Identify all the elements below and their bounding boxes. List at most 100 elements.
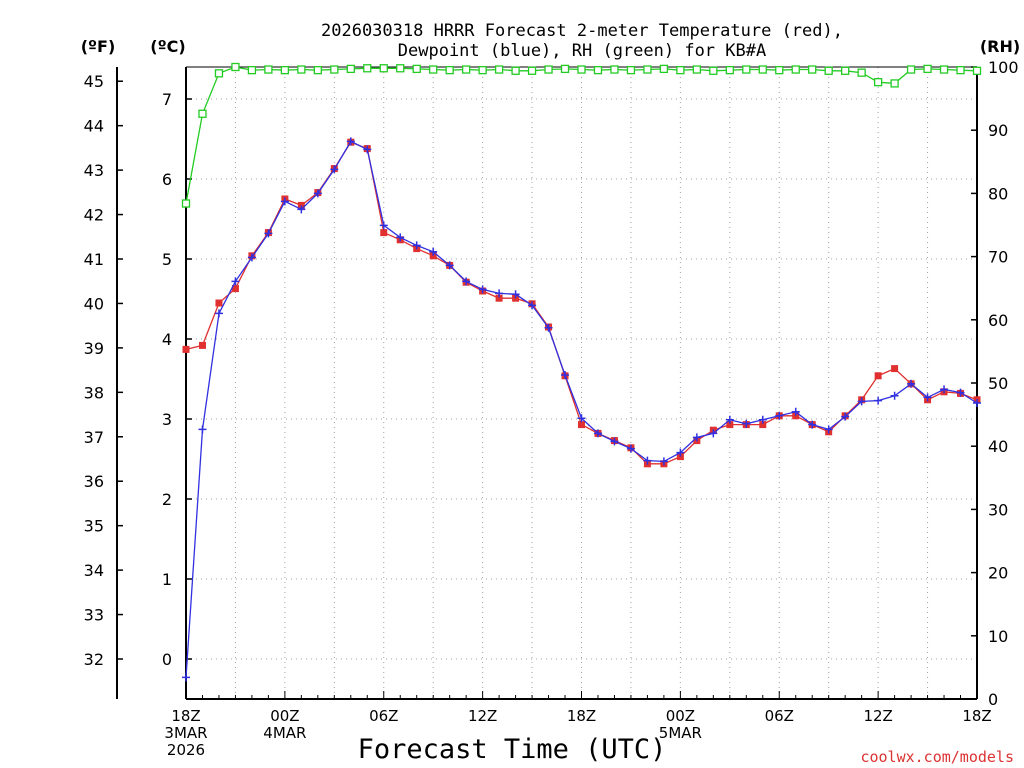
time-tick-label: 18Z bbox=[171, 707, 200, 725]
temperature-point bbox=[578, 421, 585, 429]
time-tick-label: 06Z bbox=[369, 707, 398, 725]
rh-point bbox=[758, 65, 767, 74]
rh-tick-label: 80 bbox=[988, 184, 1008, 203]
dewpoint-point bbox=[412, 241, 421, 250]
dewpoint-point bbox=[379, 221, 388, 230]
dewpoint-point bbox=[231, 277, 240, 286]
dewpoint-point bbox=[478, 285, 487, 294]
dewpoint-point bbox=[758, 415, 767, 424]
time-tick-label: 4MAR bbox=[263, 724, 306, 742]
rh-point bbox=[396, 64, 405, 73]
dewpoint-point bbox=[198, 425, 207, 434]
fahrenheit-tick-label: 40 bbox=[84, 294, 104, 313]
dewpoint-point bbox=[940, 385, 949, 394]
rh-point bbox=[824, 66, 833, 75]
rh-point bbox=[643, 65, 652, 74]
temperature-point bbox=[215, 299, 223, 307]
fahrenheit-tick-label: 33 bbox=[84, 606, 104, 625]
time-tick-label: 12Z bbox=[863, 707, 892, 725]
rh-point bbox=[808, 65, 817, 74]
temperature-point bbox=[380, 229, 388, 237]
gridlines bbox=[186, 67, 977, 699]
rh-point bbox=[593, 66, 603, 75]
rh-point bbox=[330, 65, 339, 74]
dewpoint-point bbox=[841, 412, 850, 421]
dewpoint-point bbox=[462, 277, 471, 286]
rh-point bbox=[429, 65, 438, 74]
rh-point bbox=[494, 65, 504, 74]
dewpoint-point bbox=[214, 309, 223, 318]
dewpoint-point bbox=[824, 425, 833, 434]
rh-point bbox=[198, 109, 207, 118]
time-tick-label: 2026 bbox=[167, 741, 205, 759]
rh-point bbox=[363, 64, 372, 73]
rh-point bbox=[939, 65, 949, 74]
series-dewpoint bbox=[182, 137, 981, 682]
dewpoint-point bbox=[182, 673, 190, 682]
dewpoint-point bbox=[495, 289, 504, 298]
fahrenheit-tick-label: 35 bbox=[84, 517, 104, 536]
dewpoint-point bbox=[907, 379, 916, 388]
rh-point bbox=[692, 65, 702, 74]
dewpoint-point bbox=[973, 399, 981, 407]
time-tick-label: 18Z bbox=[962, 707, 991, 725]
dewpoint-point bbox=[643, 456, 652, 465]
temperature-point bbox=[726, 421, 734, 429]
rh-tick-label: 30 bbox=[988, 500, 1008, 519]
temperature-point bbox=[874, 372, 882, 380]
rh-point bbox=[577, 65, 586, 74]
dewpoint-point bbox=[396, 233, 405, 242]
dewpoint-point bbox=[264, 229, 273, 238]
dewpoint-point bbox=[742, 419, 751, 428]
celsius-tick-label: 2 bbox=[162, 490, 172, 509]
fahrenheit-tick-label: 34 bbox=[84, 561, 104, 580]
rh-point bbox=[626, 66, 636, 75]
dewpoint-point bbox=[725, 415, 734, 424]
celsius-tick-label: 3 bbox=[162, 410, 172, 429]
rh-point bbox=[709, 66, 718, 75]
rh-point bbox=[742, 65, 751, 74]
dewpoint-point bbox=[775, 411, 784, 420]
temperature-point bbox=[231, 285, 239, 293]
rh-axis: 0 10 20 30 40 50 60 70 80 90 100 bbox=[971, 58, 1019, 709]
dewpoint-point bbox=[610, 437, 619, 446]
fahrenheit-tick-label: 42 bbox=[84, 206, 104, 225]
dewpoint-point bbox=[280, 197, 289, 206]
fahrenheit-axis: 32 33 34 35 36 37 38 39 40 41 42 43 44 45 bbox=[84, 67, 123, 699]
rh-point bbox=[527, 66, 537, 75]
rh-tick-label: 100 bbox=[988, 58, 1019, 77]
dewpoint-point bbox=[561, 371, 570, 379]
rh-point bbox=[775, 66, 784, 75]
rh-point bbox=[956, 66, 965, 75]
rh-point bbox=[659, 64, 669, 74]
rh-point bbox=[923, 64, 932, 74]
x-axis-title: Forecast Time (UTC) bbox=[358, 734, 667, 765]
fahrenheit-unit-label: (ºF) bbox=[81, 37, 116, 56]
celsius-tick-label: 7 bbox=[162, 90, 172, 109]
dewpoint-point bbox=[511, 290, 520, 299]
rh-point bbox=[676, 66, 685, 75]
dewpoint-point bbox=[544, 323, 553, 332]
celsius-tick-label: 0 bbox=[162, 650, 172, 669]
rh-point bbox=[610, 65, 619, 74]
time-tick-label: 3MAR bbox=[164, 724, 207, 742]
rh-tick-label: 20 bbox=[988, 564, 1008, 583]
rh-point bbox=[544, 65, 553, 74]
dewpoint-point bbox=[890, 391, 899, 400]
rh-point bbox=[297, 65, 306, 74]
rh-point bbox=[791, 65, 800, 74]
fahrenheit-tick-label: 41 bbox=[84, 250, 104, 269]
rh-point bbox=[841, 66, 850, 75]
celsius-tick-label: 4 bbox=[162, 330, 172, 349]
dewpoint-point bbox=[956, 388, 965, 397]
rh-point bbox=[906, 65, 916, 74]
dewpoint-point bbox=[791, 407, 800, 416]
rh-tick-label: 60 bbox=[988, 311, 1008, 330]
fahrenheit-tick-label: 45 bbox=[84, 72, 104, 91]
rh-point bbox=[445, 66, 454, 75]
dewpoint-point bbox=[692, 433, 701, 442]
rh-unit-label: (RH) bbox=[980, 37, 1020, 56]
rh-point bbox=[231, 62, 240, 72]
rh-point bbox=[247, 66, 257, 75]
